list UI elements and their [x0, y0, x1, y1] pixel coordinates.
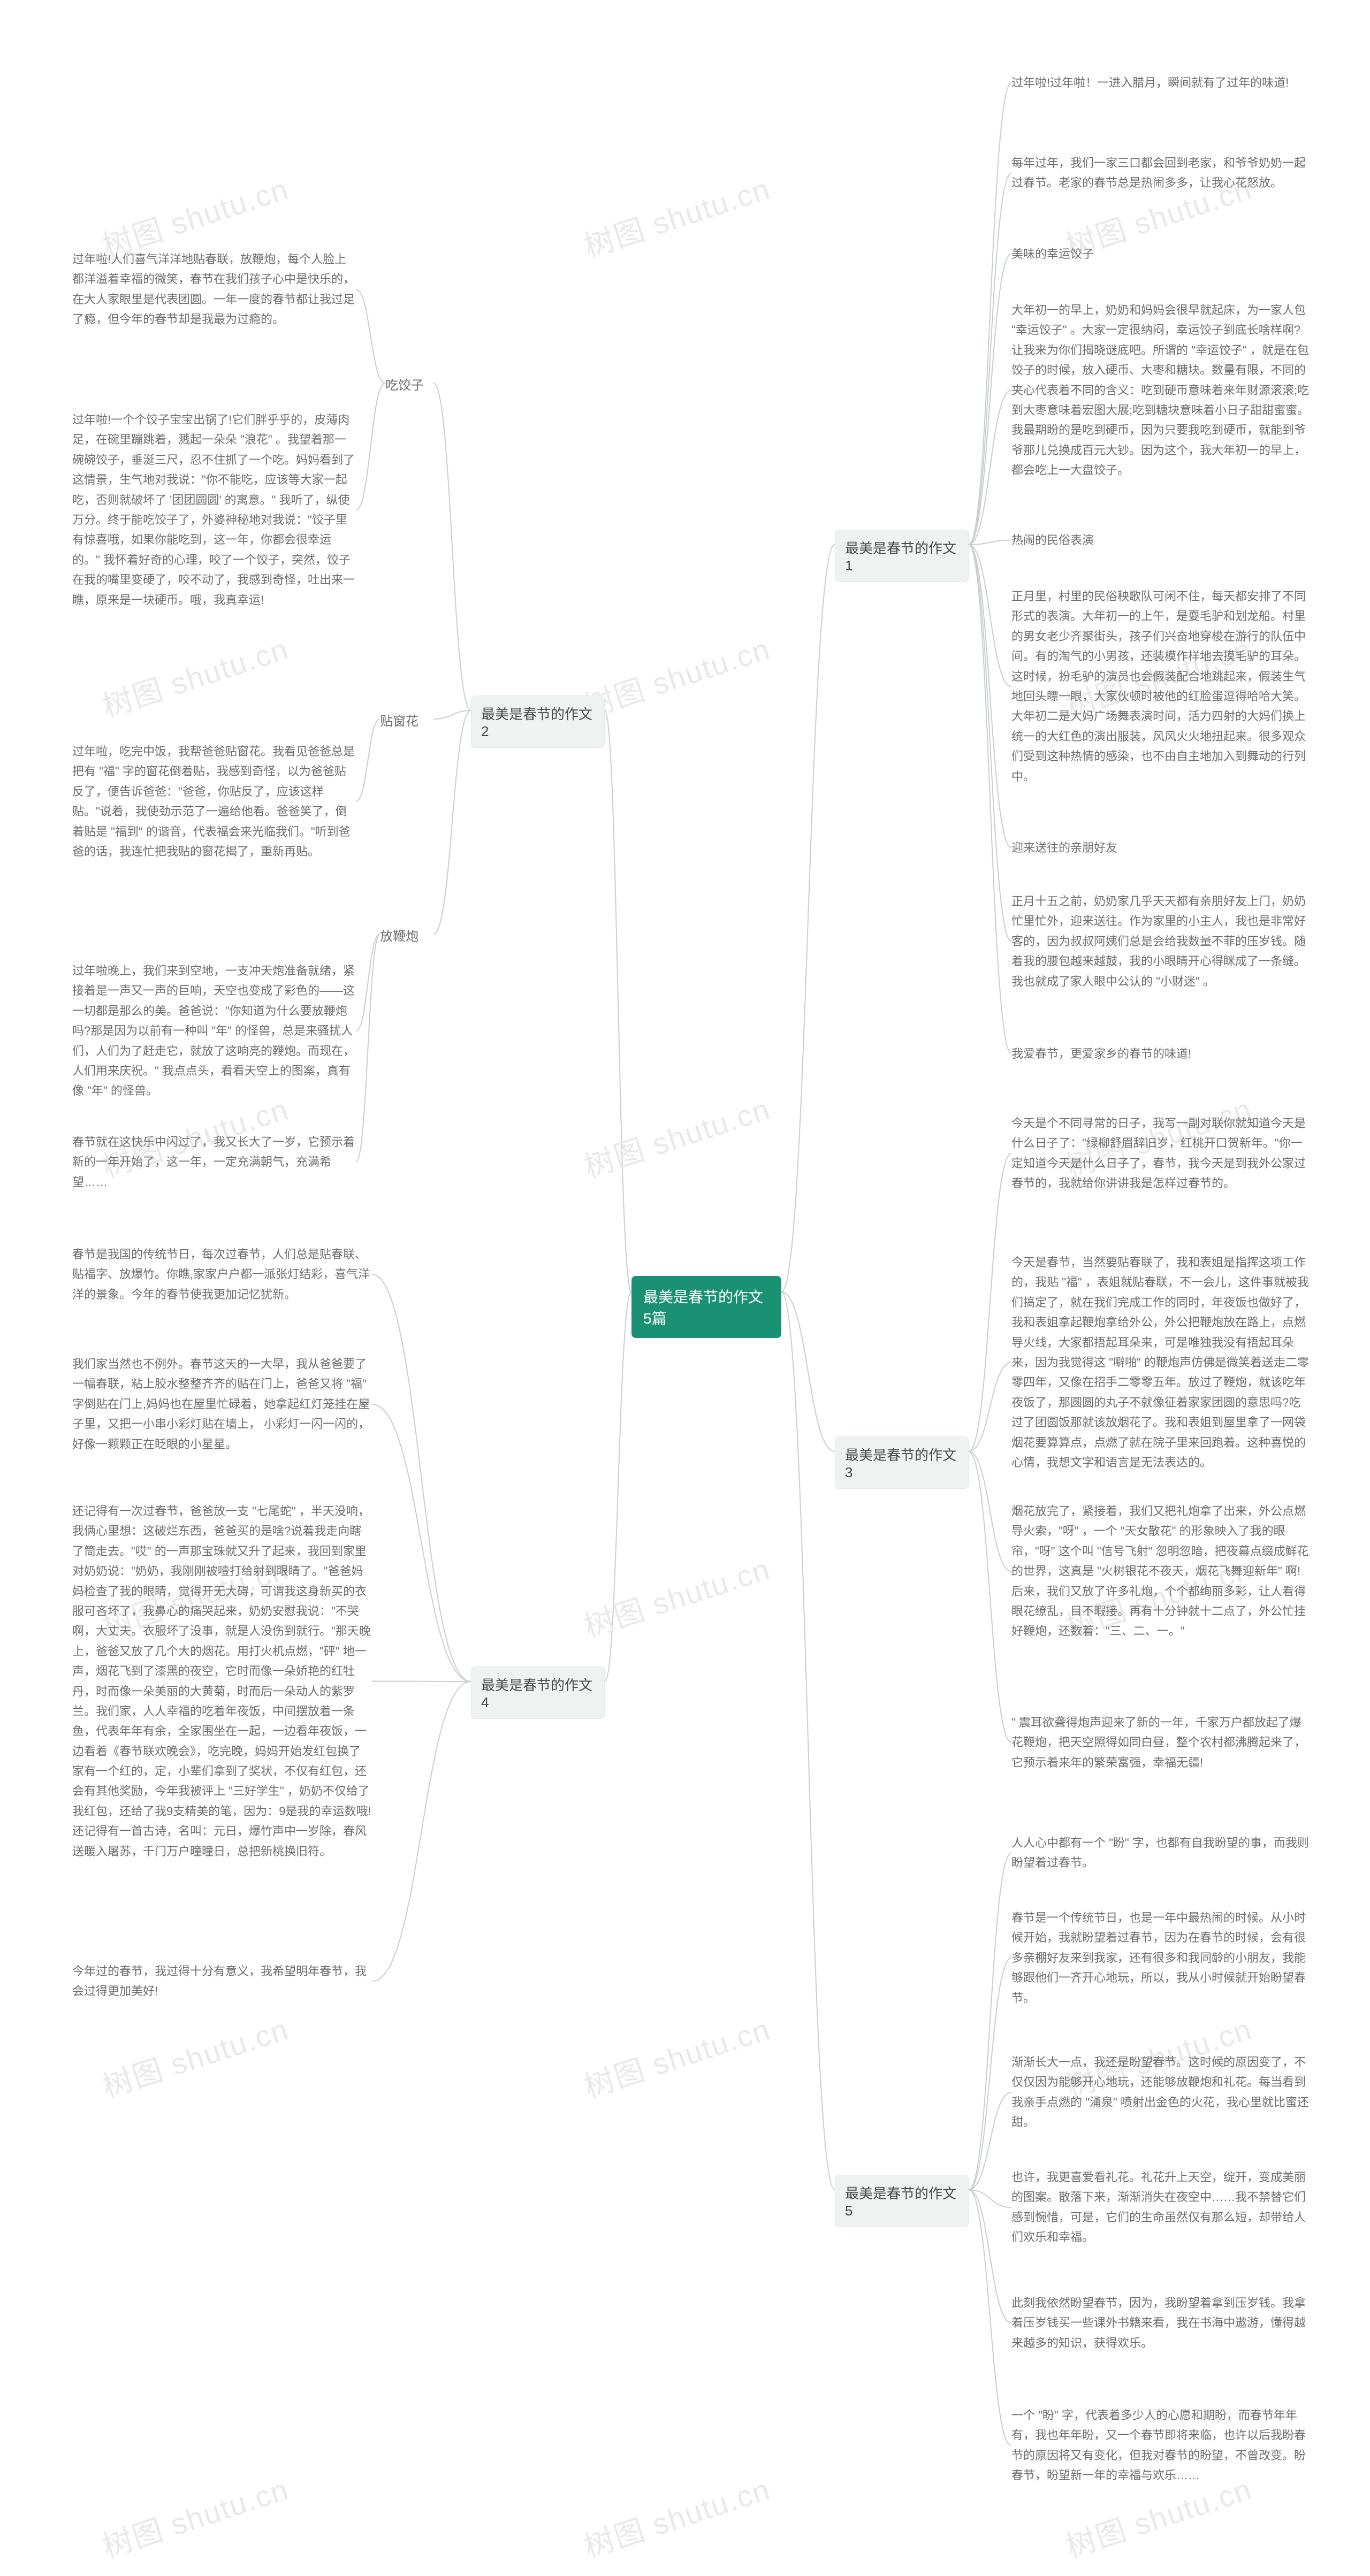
leaf-text: 热闹的民俗表演: [1011, 530, 1094, 550]
leaf-node: 此刻我依然盼望春节，因为，我盼望着拿到压岁钱。我拿着压岁钱买一些课外书籍来看，我…: [1011, 2290, 1311, 2356]
watermark: 树图 shutu.cn: [578, 165, 775, 266]
watermark: 树图 shutu.cn: [578, 1545, 775, 1646]
leaf-text: 也许，我更喜爱看礼花。礼花升上天空，绽开，变成美丽的图案。散落下来，渐渐消失在夜…: [1011, 2167, 1311, 2248]
leaf-node: 今天是个不同寻常的日子，我写一副对联你就知道今天是什么日子了："绿柳舒眉辞旧岁，…: [1011, 1110, 1311, 1197]
sub-node[interactable]: 吃饺子: [385, 374, 433, 393]
watermark: 树图 shutu.cn: [96, 2465, 294, 2566]
leaf-text: 过年啦!过年啦！一进入腊月，瞬间就有了过年的味道!: [1011, 73, 1289, 93]
leaf-node: 人人心中都有一个 "盼" 字，也都有自我盼望的事，而我则盼望着过春节。: [1011, 1830, 1311, 1876]
leaf-text: 我们家当然也不例外。春节这天的一大早，我从爸爸要了一幅春联，粘上胶水整整齐齐的贴…: [72, 1354, 372, 1454]
leaf-node: 过年啦，吃完中饭，我帮爸爸贴窗花。我看见爸爸总是把有 "福" 字的窗花倒着贴，我…: [72, 738, 356, 865]
leaf-text: 还记得有一次过春节，爸爸放一支 "七尾蛇" ，半天没响，我俩心里想：这破烂东西，…: [72, 1501, 372, 1861]
watermark: 树图 shutu.cn: [578, 2005, 775, 2106]
leaf-text: 正月里，村里的民俗秧歌队可闲不住，每天都安排了不同形式的表演。大年初一的上午，是…: [1011, 586, 1311, 786]
leaf-text: 此刻我依然盼望春节，因为，我盼望着拿到压岁钱。我拿着压岁钱买一些课外书籍来看，我…: [1011, 2293, 1311, 2353]
leaf-text: 迎来送往的亲朋好友: [1011, 838, 1117, 858]
sub-label: 贴窗花: [380, 710, 418, 729]
leaf-node: 我们家当然也不例外。春节这天的一大早，我从爸爸要了一幅春联，粘上胶水整整齐齐的贴…: [72, 1351, 372, 1457]
branch-label: 最美是春节的作文5: [845, 2183, 958, 2219]
leaf-text: 今天是春节，当然要贴春联了，我和表姐是指挥这项工作的，我贴 "福" ，表姐就贴春…: [1011, 1252, 1311, 1472]
leaf-node: 也许，我更喜爱看礼花。礼花升上天空，绽开，变成美丽的图案。散落下来，渐渐消失在夜…: [1011, 2164, 1311, 2251]
sub-label: 吃饺子: [385, 374, 424, 393]
watermark: 树图 shutu.cn: [96, 2005, 294, 2106]
branch-node[interactable]: 最美是春节的作文3: [835, 1436, 969, 1489]
branch-label: 最美是春节的作文2: [481, 704, 595, 740]
leaf-text: 过年啦!人们喜气洋洋地贴春联，放鞭炮，每个人脸上都洋溢着幸福的微笑，春节在我们孩…: [72, 249, 356, 330]
watermark: 树图 shutu.cn: [578, 2465, 775, 2566]
branch-node[interactable]: 最美是春节的作文5: [835, 2175, 969, 2227]
leaf-text: 过年啦!一个个饺子宝宝出锅了!它们胖乎乎的，皮薄肉足，在碗里蹦跳着，溅起一朵朵 …: [72, 410, 356, 610]
leaf-node: " 震耳欲聋得炮声迎来了新的一年，千家万户都放起了爆花鞭炮，把天空照得如同白昼，…: [1011, 1709, 1311, 1776]
branch-label: 最美是春节的作文3: [845, 1444, 958, 1481]
leaf-node: 春节是我国的传统节日，每次过春节，人们总是贴春联、贴福字、放爆竹。你瞧,家家户户…: [72, 1241, 372, 1308]
leaf-text: 每年过年，我们一家三口都会回到老家，和爷爷奶奶一起过春节。老家的春节总是热闹多多…: [1011, 153, 1311, 193]
leaf-text: 过年啦晚上，我们来到空地，一支冲天炮准备就绪，紧接着是一声又一声的巨响，天空也变…: [72, 961, 356, 1101]
leaf-text: 大年初一的早上，奶奶和妈妈会很早就起床，为一家人包 "幸运饺子" 。大家一定很纳…: [1011, 300, 1311, 480]
leaf-text: 过年啦，吃完中饭，我帮爸爸贴窗花。我看见爸爸总是把有 "福" 字的窗花倒着贴，我…: [72, 742, 356, 861]
leaf-node: 今天是春节，当然要贴春联了，我和表姐是指挥这项工作的，我贴 "福" ，表姐就贴春…: [1011, 1249, 1311, 1476]
watermark: 树图 shutu.cn: [578, 625, 775, 726]
leaf-text: 正月十五之前，奶奶家几乎天天都有亲朋好友上门，奶奶忙里忙外，迎来送往。作为家里的…: [1011, 891, 1311, 991]
leaf-text: 烟花放完了，紧接着，我们又把礼炮拿了出来，外公点燃导火索，"呀" ，一个 "天女…: [1011, 1501, 1311, 1641]
leaf-node: 我爱春节，更爱家乡的春节的味道!: [1011, 1041, 1311, 1067]
leaf-text: 春节是一个传统节日，也是一年中最热闹的时候。从小时候开始，我就盼望着过春节，因为…: [1011, 1908, 1311, 2008]
watermark: 树图 shutu.cn: [96, 625, 294, 726]
leaf-text: 今年过的春节，我过得十分有意义，我希望明年春节，我会过得更加美好!: [72, 1961, 372, 2001]
sub-label: 放鞭炮: [380, 926, 418, 944]
leaf-text: 人人心中都有一个 "盼" 字，也都有自我盼望的事，而我则盼望着过春节。: [1011, 1833, 1311, 1873]
watermark: 树图 shutu.cn: [578, 1085, 775, 1186]
leaf-node: 过年啦!一个个饺子宝宝出锅了!它们胖乎乎的，皮薄肉足，在碗里蹦跳着，溅起一朵朵 …: [72, 407, 356, 613]
leaf-node: 热闹的民俗表演: [1011, 527, 1311, 553]
leaf-text: 美味的幸运饺子: [1011, 244, 1094, 264]
leaf-node: 过年啦晚上，我们来到空地，一支冲天炮准备就绪，紧接着是一声又一声的巨响，天空也变…: [72, 958, 356, 1104]
branch-node[interactable]: 最美是春节的作文1: [835, 530, 969, 582]
root-label: 最美是春节的作文5篇: [643, 1286, 770, 1328]
leaf-node: 迎来送往的亲朋好友: [1011, 835, 1311, 861]
leaf-node: 还记得有一次过春节，爸爸放一支 "七尾蛇" ，半天没响，我俩心里想：这破烂东西，…: [72, 1498, 372, 1864]
branch-node[interactable]: 最美是春节的作文2: [471, 695, 605, 748]
leaf-node: 一个 "盼" 字，代表着多少人的心愿和期盼，而春节年年有，我也年年盼，又一个春节…: [1011, 2402, 1311, 2489]
branch-label: 最美是春节的作文4: [481, 1675, 595, 1711]
root-node[interactable]: 最美是春节的作文5篇: [631, 1276, 781, 1338]
leaf-node: 春节就在这快乐中闪过了，我又长大了一岁，它预示着新的一年开始了，这一年，一定充满…: [72, 1129, 356, 1195]
leaf-text: 春节是我国的传统节日，每次过春节，人们总是贴春联、贴福字、放爆竹。你瞧,家家户户…: [72, 1244, 372, 1304]
leaf-text: 渐渐长大一点，我还是盼望春节。这时候的原因变了，不仅仅因为能够开心地玩，还能够放…: [1011, 2052, 1311, 2132]
leaf-node: 每年过年，我们一家三口都会回到老家，和爷爷奶奶一起过春节。老家的春节总是热闹多多…: [1011, 150, 1311, 196]
leaf-text: " 震耳欲聋得炮声迎来了新的一年，千家万户都放起了爆花鞭炮，把天空照得如同白昼，…: [1011, 1713, 1311, 1772]
sub-node[interactable]: 贴窗花: [380, 710, 433, 729]
leaf-text: 我爱春节，更爱家乡的春节的味道!: [1011, 1044, 1191, 1064]
leaf-node: 烟花放完了，紧接着，我们又把礼炮拿了出来，外公点燃导火索，"呀" ，一个 "天女…: [1011, 1498, 1311, 1645]
sub-node[interactable]: 放鞭炮: [380, 926, 433, 944]
branch-label: 最美是春节的作文1: [845, 538, 958, 574]
leaf-node: 渐渐长大一点，我还是盼望春节。这时候的原因变了，不仅仅因为能够开心地玩，还能够放…: [1011, 2049, 1311, 2136]
leaf-text: 今天是个不同寻常的日子，我写一副对联你就知道今天是什么日子了："绿柳舒眉辞旧岁，…: [1011, 1113, 1311, 1194]
leaf-node: 春节是一个传统节日，也是一年中最热闹的时候。从小时候开始，我就盼望着过春节，因为…: [1011, 1905, 1311, 2011]
leaf-node: 美味的幸运饺子: [1011, 241, 1311, 267]
leaf-node: 今年过的春节，我过得十分有意义，我希望明年春节，我会过得更加美好!: [72, 1958, 372, 2005]
leaf-node: 过年啦!人们喜气洋洋地贴春联，放鞭炮，每个人脸上都洋溢着幸福的微笑，春节在我们孩…: [72, 246, 356, 333]
leaf-node: 正月里，村里的民俗秧歌队可闲不住，每天都安排了不同形式的表演。大年初一的上午，是…: [1011, 583, 1311, 790]
leaf-node: 正月十五之前，奶奶家几乎天天都有亲朋好友上门，奶奶忙里忙外，迎来送往。作为家里的…: [1011, 888, 1311, 995]
leaf-node: 过年啦!过年啦！一进入腊月，瞬间就有了过年的味道!: [1011, 70, 1311, 96]
branch-node[interactable]: 最美是春节的作文4: [471, 1667, 605, 1719]
leaf-text: 一个 "盼" 字，代表着多少人的心愿和期盼，而春节年年有，我也年年盼，又一个春节…: [1011, 2405, 1311, 2486]
leaf-text: 春节就在这快乐中闪过了，我又长大了一岁，它预示着新的一年开始了，这一年，一定充满…: [72, 1132, 356, 1192]
leaf-node: 大年初一的早上，奶奶和妈妈会很早就起床，为一家人包 "幸运饺子" 。大家一定很纳…: [1011, 297, 1311, 484]
